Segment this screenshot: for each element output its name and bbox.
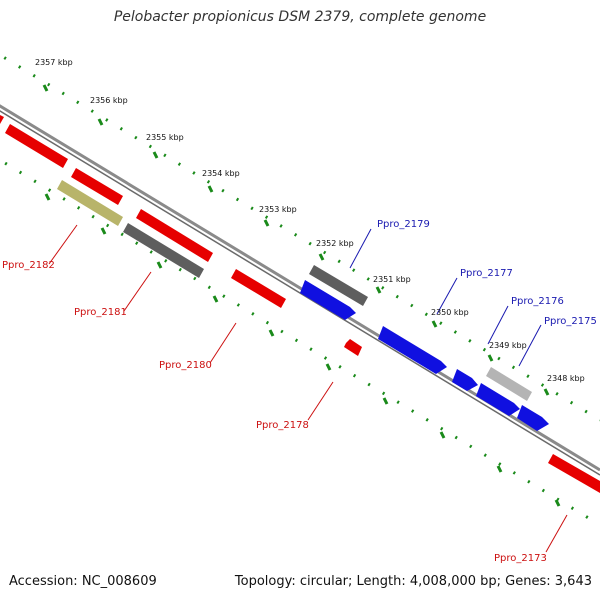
major-tick	[382, 397, 389, 405]
major-tick	[263, 219, 270, 227]
major-tick	[554, 499, 561, 507]
outer-tick-track	[0, 53, 600, 422]
gene-label[interactable]: Ppro_2177	[460, 268, 513, 279]
kbp-label: 2352 kbp	[316, 239, 354, 248]
gene-block[interactable]	[123, 223, 204, 278]
backbone-line	[0, 110, 600, 476]
gene-block[interactable]	[0, 115, 4, 124]
kbp-label: 2353 kbp	[259, 205, 297, 214]
forward-genes	[300, 280, 549, 431]
leader-line	[48, 224, 78, 265]
leader-line	[518, 324, 542, 367]
gene-block[interactable]	[71, 168, 123, 205]
gene-block[interactable]	[231, 269, 286, 308]
gene-label[interactable]: Ppro_2180	[159, 360, 212, 371]
gene-block[interactable]	[517, 405, 549, 431]
leader-line	[545, 514, 568, 553]
gene-block[interactable]	[57, 180, 123, 226]
leader-line	[123, 271, 152, 312]
gene-label[interactable]: Ppro_2173	[494, 553, 547, 564]
major-tick	[44, 193, 51, 201]
gene-label[interactable]: Ppro_2181	[74, 307, 127, 318]
gene-label[interactable]: Ppro_2176	[511, 296, 564, 307]
major-tick	[325, 363, 332, 371]
leader-line	[349, 228, 372, 269]
major-tick	[212, 295, 219, 303]
kbp-label: 2351 kbp	[373, 275, 411, 284]
major-tick	[268, 329, 275, 337]
kbp-label: 2356 kbp	[90, 96, 128, 105]
leader-line	[436, 277, 458, 315]
major-tick	[100, 227, 107, 235]
gene-block[interactable]	[136, 209, 213, 262]
kbp-label: 2355 kbp	[146, 133, 184, 142]
major-tick	[156, 261, 163, 269]
major-tick	[318, 253, 325, 261]
kbp-label: 2354 kbp	[202, 169, 240, 178]
leader-line	[209, 322, 237, 364]
gene-block[interactable]	[378, 326, 447, 374]
gene-block[interactable]	[309, 265, 368, 306]
kbp-label: 2350 kbp	[431, 308, 469, 317]
major-tick	[152, 151, 159, 159]
gene-label[interactable]: Ppro_2179	[377, 219, 430, 230]
major-tick	[496, 465, 503, 473]
major-tick	[42, 84, 49, 92]
reverse-gene-labels: Ppro_2182 Ppro_2181 Ppro_2180 Ppro_2178 …	[2, 260, 547, 564]
reverse-genes	[0, 115, 600, 493]
major-tick	[487, 354, 494, 362]
major-tick	[439, 431, 446, 439]
major-tick	[207, 185, 214, 193]
kbp-labels: 2357 kbp 2356 kbp 2355 kbp 2354 kbp 2353…	[35, 58, 585, 383]
gene-label[interactable]: Ppro_2182	[2, 260, 55, 271]
kbp-label: 2357 kbp	[35, 58, 73, 67]
leader-line	[307, 381, 334, 421]
gene-block[interactable]	[5, 124, 68, 168]
inner-tick-track	[0, 158, 600, 527]
major-tick	[431, 320, 438, 328]
leader-line	[487, 305, 509, 345]
gene-block[interactable]	[476, 383, 520, 416]
map-title: Pelobacter propionicus DSM 2379, complet…	[113, 9, 487, 25]
kbp-label: 2349 kbp	[489, 341, 527, 350]
gene-label[interactable]: Ppro_2175	[544, 316, 597, 327]
gene-block[interactable]	[344, 339, 362, 356]
accession-label: Accession: NC_008609	[9, 574, 157, 589]
leader-lines	[48, 224, 568, 553]
gene-block[interactable]	[486, 367, 532, 401]
forward-gene-labels: Ppro_2179 Ppro_2177 Ppro_2176 Ppro_2175	[377, 219, 597, 327]
gene-block[interactable]	[452, 369, 478, 391]
major-tick	[97, 118, 104, 126]
kbp-label: 2348 kbp	[547, 374, 585, 383]
gene-label[interactable]: Ppro_2178	[256, 420, 309, 431]
major-tick	[543, 388, 550, 396]
genome-stats-label: Topology: circular; Length: 4,008,000 bp…	[234, 574, 592, 589]
gene-block[interactable]	[300, 280, 356, 320]
major-tick	[375, 286, 382, 294]
gene-block[interactable]	[548, 454, 600, 493]
major-ticks	[42, 84, 561, 507]
